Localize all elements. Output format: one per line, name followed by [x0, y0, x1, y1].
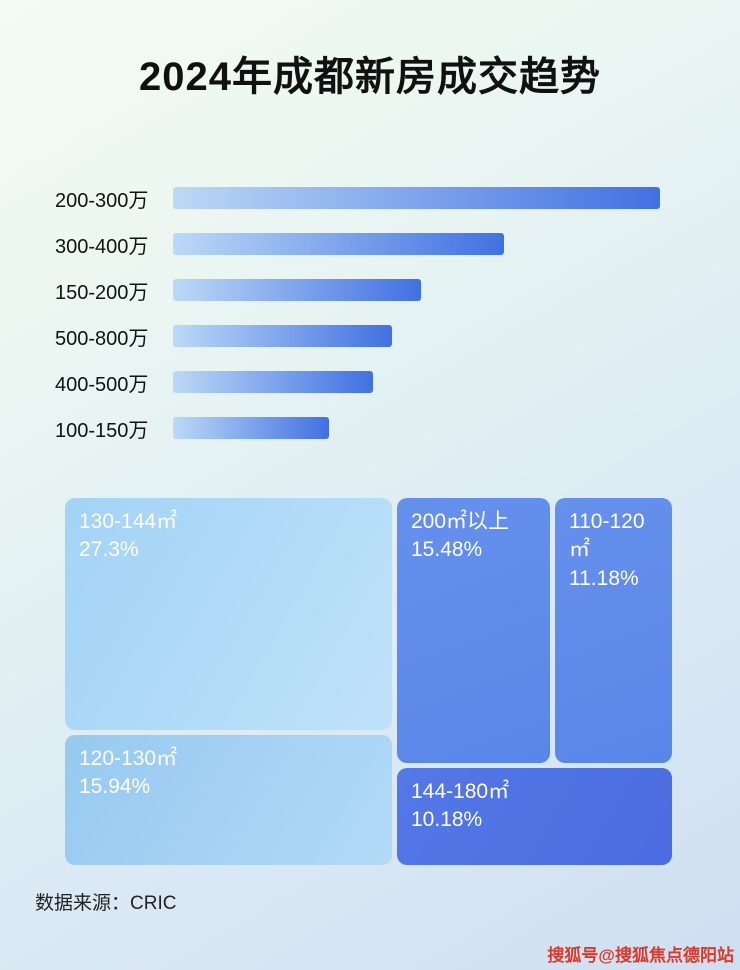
- page-title: 2024年成都新房成交趋势: [139, 55, 601, 99]
- treemap-block-value: 11.18%: [569, 566, 639, 590]
- bar: [173, 325, 393, 347]
- bar-row: 150-200万: [55, 278, 695, 304]
- treemap-block-label: 144-180㎡: [411, 780, 510, 803]
- treemap-block-label: 120-130㎡: [79, 747, 178, 770]
- bar-track: [173, 371, 660, 393]
- treemap-block-label: 200㎡以上: [411, 510, 510, 533]
- bar-track: [173, 233, 660, 255]
- bar-chart: 200-300万 300-400万 150-200万 500-800万 400-500万…: [55, 186, 695, 462]
- bar-label: 150-200万: [55, 281, 149, 304]
- bar: [173, 279, 422, 301]
- bar-label: 300-400万: [55, 235, 149, 258]
- data-source-text: 数据来源：CRIC: [35, 893, 177, 914]
- bar-label: 400-500万: [55, 373, 149, 396]
- bar-row: 300-400万: [55, 232, 695, 258]
- bar-track: [173, 417, 660, 439]
- treemap-block-value: 10.18%: [411, 808, 483, 832]
- bar-row: 500-800万: [55, 324, 695, 350]
- treemap-right-column: 200㎡以上 15.48% 110-120㎡ 11.18% 144-180㎡ 1…: [397, 498, 672, 865]
- bar: [173, 371, 373, 393]
- bar-track: [173, 325, 660, 347]
- treemap-block-label: 130-144㎡: [79, 510, 178, 533]
- treemap: 130-144㎡ 27.3% 120-130㎡ 15.94% 200㎡以上 15…: [65, 498, 672, 865]
- bar-track: [173, 187, 660, 209]
- bar-label: 200-300万: [55, 189, 149, 212]
- treemap-block-label: 110-120㎡: [569, 510, 645, 562]
- bar-row: 100-150万: [55, 416, 695, 442]
- bar-label: 100-150万: [55, 419, 149, 442]
- bar: [173, 233, 505, 255]
- treemap-left-column: 130-144㎡ 27.3% 120-130㎡ 15.94%: [65, 498, 392, 865]
- treemap-block-110-120: 110-120㎡ 11.18%: [555, 498, 672, 763]
- treemap-block-130-144: 130-144㎡ 27.3%: [65, 498, 392, 730]
- treemap-block-120-130: 120-130㎡ 15.94%: [65, 735, 392, 865]
- treemap-block-200-plus: 200㎡以上 15.48%: [397, 498, 550, 763]
- bar-track: [173, 279, 660, 301]
- bar-label: 500-800万: [55, 327, 149, 350]
- treemap-block-144-180: 144-180㎡ 10.18%: [397, 768, 672, 865]
- bar: [173, 187, 660, 209]
- treemap-right-top-row: 200㎡以上 15.48% 110-120㎡ 11.18%: [397, 498, 672, 763]
- bar-row: 400-500万: [55, 370, 695, 396]
- bar-row: 200-300万: [55, 186, 695, 212]
- treemap-block-value: 27.3%: [79, 538, 139, 562]
- treemap-block-value: 15.48%: [411, 538, 483, 562]
- bar: [173, 417, 329, 439]
- treemap-block-value: 15.94%: [79, 775, 151, 799]
- watermark-text: 搜狐号@搜狐焦点德阳站: [547, 946, 734, 965]
